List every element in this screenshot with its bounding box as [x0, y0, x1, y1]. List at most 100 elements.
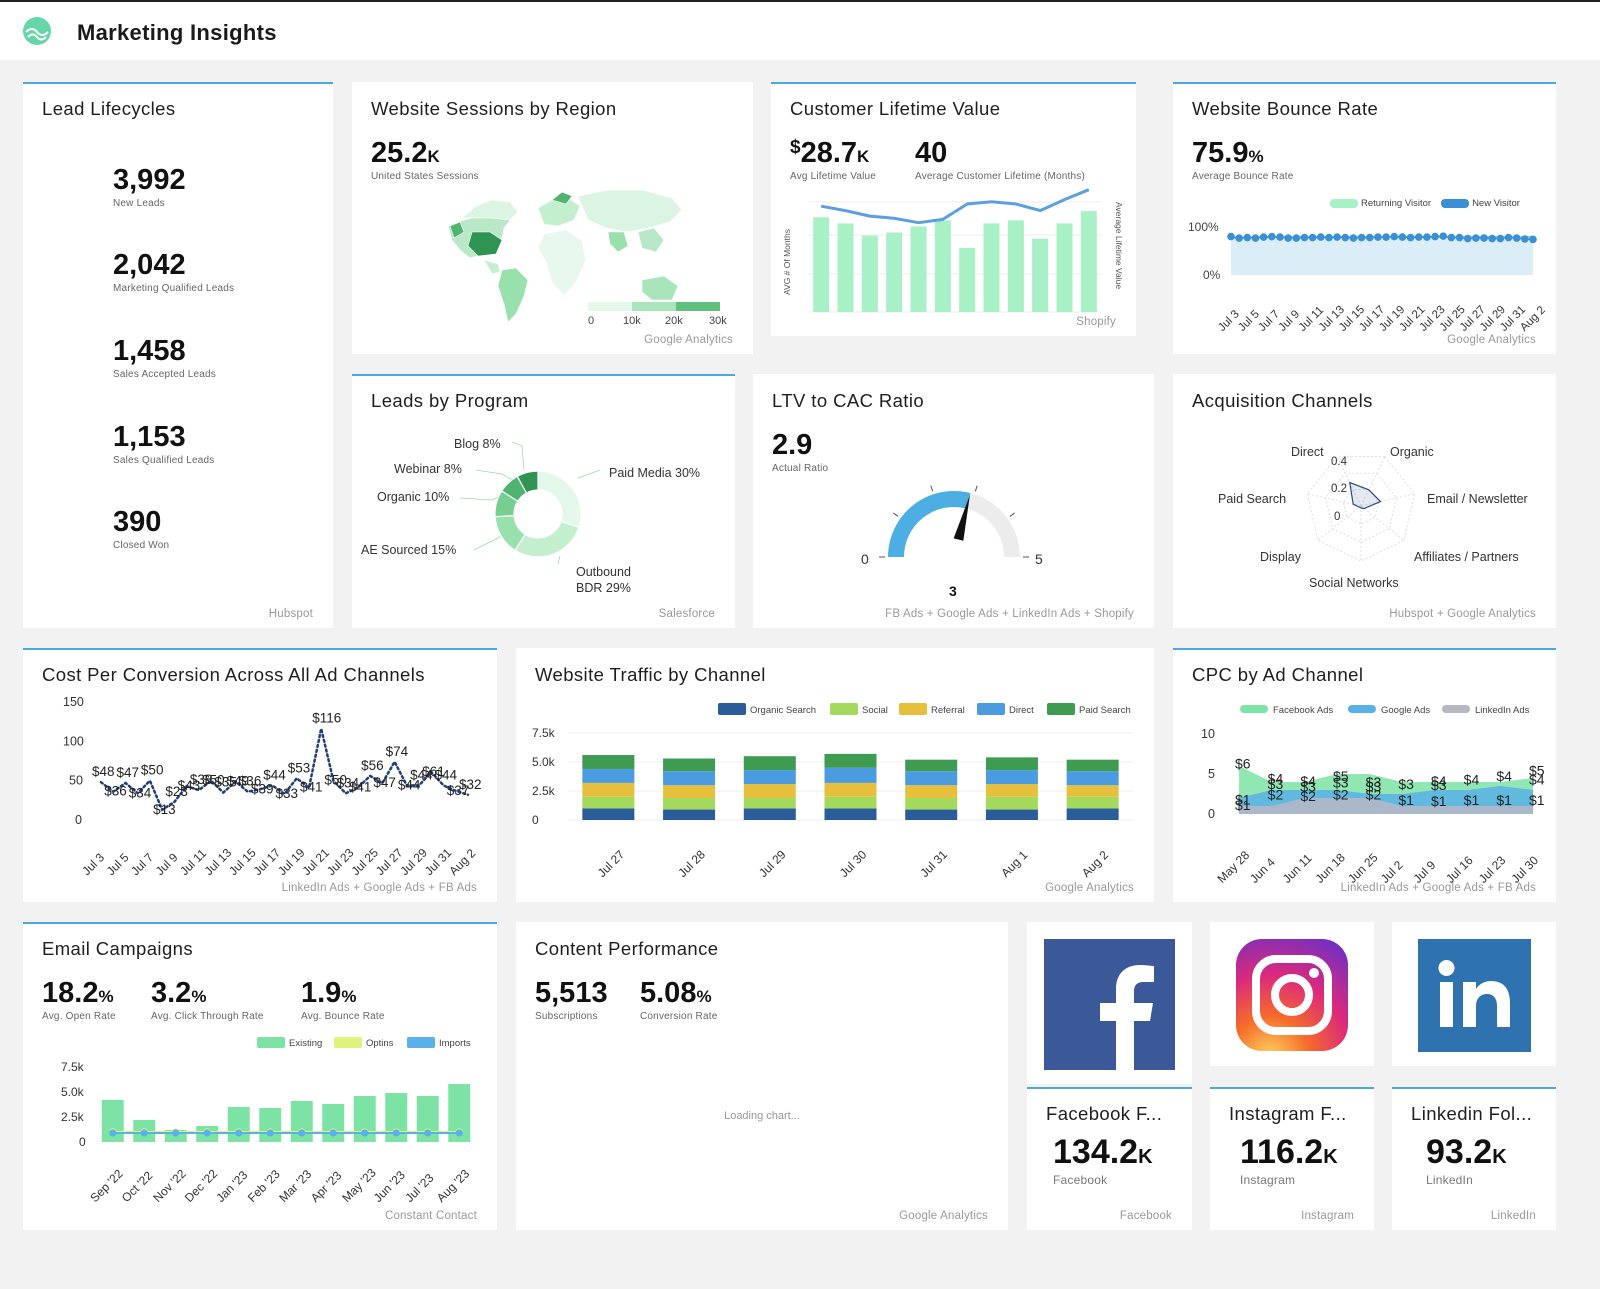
clv-chart[interactable]: AVG # Of Months Average Lifetime Value — [771, 82, 1136, 336]
lead-stage-metric[interactable]: 390 Closed Won — [113, 506, 170, 551]
legend-swatch — [1047, 703, 1075, 715]
data-label: $3 — [1398, 776, 1414, 792]
card-cpc-by-ad-channel[interactable]: CPC by Ad Channel Facebook Ads Google Ads… — [1173, 648, 1556, 902]
kpi-facebook-followers: 134.2K Facebook — [1053, 1133, 1153, 1187]
card-acquisition-channels[interactable]: Acquisition Channels Organic Email / News… — [1173, 374, 1556, 628]
gauge-tick — [893, 512, 899, 517]
lead-stage-metric[interactable]: 2,042 Marketing Qualified Leads — [113, 249, 235, 294]
legend-label: Optins — [366, 1038, 394, 1049]
x-tick-label: Jul 23 — [324, 845, 357, 878]
y-tick-label: 150 — [63, 695, 84, 709]
leads-donut-chart[interactable]: Blog 8% Webinar 8% Organic 10% AE Source… — [352, 374, 735, 628]
card-email-campaigns[interactable]: Email Campaigns 18.2% Avg. Open Rate 3.2… — [23, 922, 497, 1230]
cpc-area-chart[interactable]: Facebook Ads Google Ads LinkedIn Ads 0 5 10 $6… — [1173, 648, 1556, 902]
card-facebook-followers[interactable]: Facebook F... 134.2K Facebook Facebook — [1027, 1087, 1192, 1230]
legend-swatch — [1442, 705, 1470, 713]
x-tick-label: Jul 11 — [177, 846, 209, 878]
traffic-bar-segment — [1066, 796, 1119, 809]
card-traffic-by-channel[interactable]: Website Traffic by Channel Organic Searc… — [516, 648, 1154, 902]
card-title: Content Performance — [535, 938, 719, 959]
card-linkedin-followers[interactable]: Linkedin Fol... 93.2K LinkedIn LinkedIn — [1392, 1087, 1556, 1230]
traffic-stacked-bar-chart[interactable]: Organic Search Social Referral Direct Paid S… — [516, 648, 1154, 902]
new-visitor-point — [1251, 234, 1260, 242]
traffic-bar-segment — [905, 785, 958, 798]
x-tick-label: Feb '23 — [245, 1167, 283, 1205]
x-tick-label: Jun 25 — [1345, 850, 1381, 886]
tile-facebook-logo[interactable] — [1027, 922, 1192, 1084]
y-tick-label: 7.5k — [61, 1060, 85, 1074]
radar-spoke — [1317, 505, 1362, 541]
data-label: $34 — [337, 775, 360, 790]
card-source: Constant Contact — [384, 1210, 477, 1222]
acquisition-radar-chart[interactable]: Organic Email / Newsletter Affiliates / Pa… — [1173, 374, 1556, 628]
tile-linkedin-logo[interactable] — [1392, 922, 1556, 1066]
new-visitor-point — [1284, 234, 1292, 242]
new-visitor-point — [1521, 235, 1529, 243]
email-point — [424, 1129, 432, 1137]
card-instagram-followers[interactable]: Instagram F... 116.2K Instagram Instagra… — [1210, 1087, 1374, 1230]
card-website-bounce-rate[interactable]: Website Bounce Rate 75.9% Average Bounce… — [1173, 82, 1556, 354]
x-tick-label: Jul 17 — [251, 845, 284, 878]
legend-item[interactable]: Returning Visitor — [1330, 198, 1431, 209]
ltv-cac-gauge[interactable]: 0 5 3 — [753, 374, 1154, 628]
svg-text:30k: 30k — [709, 315, 727, 327]
card-source: LinkedIn Ads + Google Ads + FB Ads — [281, 882, 477, 894]
legend-item[interactable]: New Visitor — [1441, 198, 1520, 209]
data-label: $53 — [288, 760, 311, 775]
facebook-icon — [1044, 939, 1175, 1070]
lead-stage-metric[interactable]: 1,153 Sales Qualified Leads — [113, 421, 215, 466]
card-ltv-to-cac[interactable]: LTV to CAC Ratio 2.9 Actual Ratio 0 5 3 … — [753, 374, 1154, 628]
data-label: $50 — [202, 773, 225, 788]
legend-label: LinkedIn Ads — [1475, 705, 1530, 716]
y-tick-label: 5.0k — [532, 755, 556, 769]
new-visitor-point — [1398, 233, 1407, 241]
email-point — [392, 1129, 400, 1137]
traffic-bar-segment — [824, 796, 877, 809]
radar-axis-label: Email / Newsletter — [1427, 492, 1528, 506]
card-leads-by-program[interactable]: Leads by Program Blog 8% Webinar 8% Orga… — [352, 374, 735, 628]
card-lead-lifecycles[interactable]: Lead Lifecycles 3,992 New Leads 2,042 Marke… — [23, 82, 333, 628]
data-label: $1 — [1398, 792, 1414, 808]
donut-label: Webinar 8% — [394, 462, 462, 476]
data-label: $34 — [129, 785, 152, 800]
card-sessions-by-region[interactable]: Website Sessions by Region 25.2K United … — [352, 82, 753, 354]
tile-instagram-logo[interactable] — [1210, 922, 1374, 1066]
data-label: $4 — [1268, 771, 1284, 787]
y-tick-label: 0% — [1203, 268, 1221, 282]
lead-stage-metric[interactable]: 1,458 Sales Accepted Leads — [113, 335, 216, 380]
data-label: $2 — [1333, 787, 1349, 803]
card-customer-lifetime-value[interactable]: Customer Lifetime Value $28.7K Avg Lifet… — [771, 82, 1136, 336]
new-visitor-point — [1308, 233, 1317, 242]
x-tick-label: Dec '22 — [182, 1166, 221, 1205]
world-map[interactable]: 0 10k 20k 30k — [352, 82, 753, 354]
legend-swatch — [407, 1037, 435, 1048]
email-point — [140, 1129, 148, 1137]
x-tick-label: Aug 2 — [1079, 848, 1111, 880]
email-bar — [385, 1093, 408, 1142]
lead-stage-metric[interactable]: 3,992 New Leads — [113, 164, 186, 209]
card-source: LinkedIn — [1490, 1210, 1536, 1222]
new-visitor-point — [1431, 232, 1439, 241]
new-visitor-point — [1472, 234, 1480, 242]
card-content-performance[interactable]: Content Performance 5,513 Subscriptions … — [516, 922, 1008, 1230]
gauge-min: 0 — [861, 551, 869, 567]
traffic-bar-segment — [743, 808, 796, 820]
donut-slice — [537, 470, 582, 529]
legend-label: Google Ads — [1381, 705, 1430, 716]
email-bar-chart[interactable]: Existing Optins Imports 0 2.5k 5.0k 7.5k Sep '2… — [23, 922, 497, 1230]
x-tick-label: Jul 30 — [1508, 853, 1541, 886]
data-label: $3 — [1366, 779, 1382, 795]
new-visitor-point — [1512, 234, 1521, 242]
new-visitor-point — [1480, 234, 1488, 242]
card-cost-per-conversion[interactable]: Cost Per Conversion Across All Ad Channe… — [23, 648, 497, 902]
instagram-icon — [1236, 939, 1348, 1051]
traffic-bar-segment — [743, 756, 796, 771]
legend-swatch — [334, 1037, 362, 1048]
card-title: Facebook F... — [1046, 1103, 1163, 1124]
cost-per-conversion-chart[interactable]: 050100150$48$36$47$34$50$13$23$43$38$50$… — [23, 648, 497, 902]
traffic-bar-segment — [824, 767, 877, 783]
card-source: Instagram — [1301, 1210, 1354, 1222]
new-visitor-point — [1504, 233, 1513, 242]
clv-bar — [837, 223, 854, 312]
